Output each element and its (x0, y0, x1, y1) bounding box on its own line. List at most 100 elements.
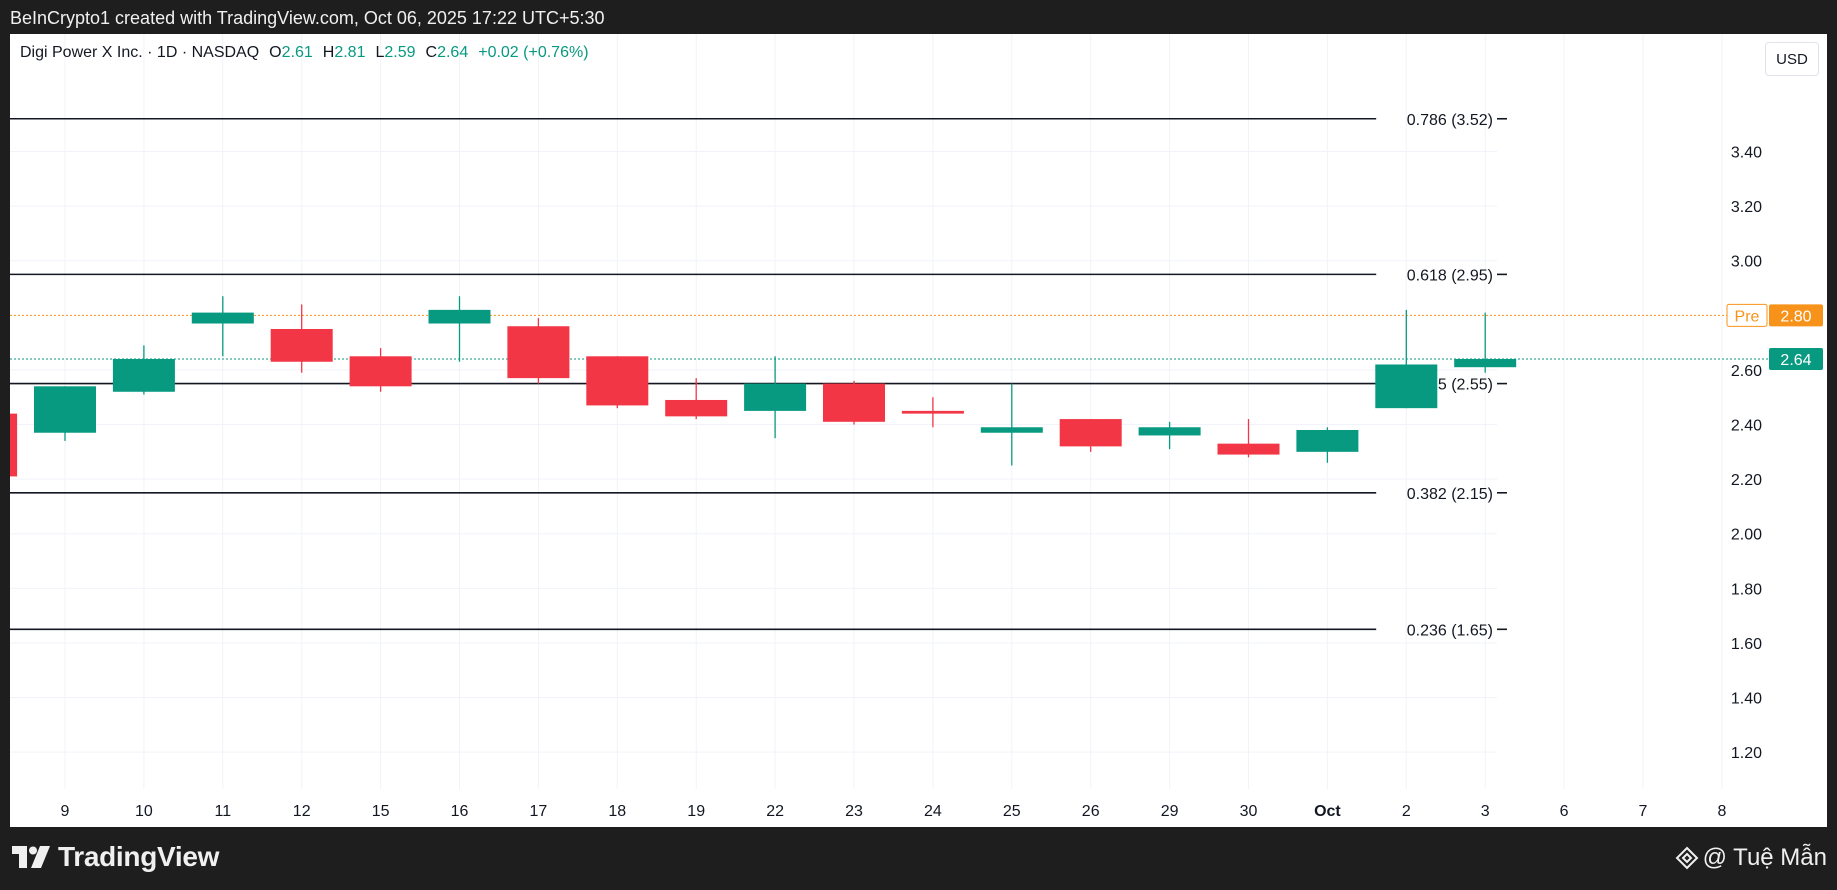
symbol-title: Digi Power X Inc. · 1D · NASDAQ (20, 44, 260, 61)
x-tick-label: 7 (1639, 803, 1648, 820)
binance-diamond-icon (1675, 846, 1698, 870)
candle (1296, 427, 1359, 463)
x-tick-label: 12 (293, 803, 311, 820)
candle-body (507, 326, 570, 379)
candle-body (1296, 430, 1359, 452)
candle (349, 348, 412, 392)
x-axis: 9 10 11 12 15 16 17 18 19 22 23 24 25 26 29 30 Oct 2 3 6 7 8 (61, 803, 1727, 820)
candle-body (270, 328, 333, 362)
candle-body (823, 383, 885, 422)
x-tick-label: 26 (1082, 803, 1100, 820)
fib-label: 0.786 (3.52) (1407, 112, 1493, 129)
candle-body (34, 386, 96, 433)
candle (744, 356, 807, 439)
candle (901, 397, 964, 428)
x-tick-label: 15 (372, 803, 390, 820)
price-chart[interactable]: 1.20 1.40 1.60 1.80 2.00 2.20 2.40 2.60 3.00 3.20… (10, 34, 1827, 827)
open-value: 2.61 (281, 44, 313, 61)
candle-body (112, 359, 175, 392)
chart-panel[interactable]: 1.20 1.40 1.60 1.80 2.00 2.20 2.40 2.60 3.00 3.20… (10, 34, 1827, 827)
candle-body (1138, 427, 1201, 436)
x-tick-label: 22 (766, 803, 784, 820)
y-axis: 1.20 1.40 1.60 1.80 2.00 2.20 2.40 2.60 3.00 3.20… (1731, 145, 1762, 763)
x-tick-label: 23 (845, 803, 863, 820)
candle-body (1454, 359, 1517, 368)
candle-body (1059, 419, 1122, 447)
candle-body (980, 427, 1043, 433)
candle (270, 304, 333, 373)
y-tick-label: 1.60 (1731, 636, 1762, 653)
x-tick-label: 11 (214, 803, 231, 820)
close-value: 2.64 (437, 44, 469, 61)
y-tick-label: 2.20 (1731, 472, 1762, 489)
y-tick-label: 2.00 (1731, 527, 1762, 544)
fib-label: 0.382 (2.15) (1407, 486, 1493, 503)
author-watermark: @ Tuệ Mẫn (1675, 844, 1827, 872)
grid-lines (10, 34, 1723, 789)
candle (1454, 312, 1517, 373)
x-tick-label: 2 (1402, 803, 1411, 820)
x-tick-label: 3 (1481, 803, 1490, 820)
top-bar: BeInCrypto1 created with TradingView.com… (0, 0, 1837, 34)
y-tick-label: 3.40 (1731, 145, 1762, 162)
candle (665, 378, 728, 420)
candle-body (428, 309, 491, 324)
candle (823, 380, 885, 425)
last-price-label: 2.64 (1780, 352, 1811, 369)
last-price-box (1769, 348, 1823, 371)
premarket-label-box (1726, 303, 1768, 327)
credit-text: BeInCrypto1 created with TradingView.com… (10, 8, 605, 28)
candle (1217, 419, 1280, 458)
y-tick-label: 3.20 (1731, 199, 1762, 216)
x-tick-label: 9 (61, 803, 70, 820)
fib-label: 0.618 (2.95) (1407, 267, 1493, 284)
candles (10, 296, 1517, 477)
x-tick-label: 19 (687, 803, 705, 820)
y-tick-label: 1.80 (1731, 581, 1762, 598)
x-tick-label: 24 (924, 803, 942, 820)
change-value: +0.02 (+0.76%) (478, 44, 589, 61)
candle-body (10, 413, 18, 477)
open-label: O (269, 44, 282, 61)
candle-body (191, 312, 254, 324)
candle (428, 296, 491, 362)
candle-body (901, 410, 964, 414)
x-tick-label: 8 (1717, 803, 1726, 820)
candle (34, 386, 96, 441)
symbol-legend: Digi Power X Inc. · 1D · NASDAQ O2.61 H2.8… (20, 44, 589, 62)
bottom-bar: TradingView @ Tuệ Mẫn (0, 827, 1837, 890)
tradingview-logo[interactable]: TradingView (12, 841, 219, 873)
y-tick-label: 2.60 (1731, 363, 1762, 380)
candle (1138, 421, 1201, 450)
fib-label: 0.236 (1.65) (1407, 622, 1493, 639)
x-tick-label: 29 (1161, 803, 1179, 820)
x-tick-label: Oct (1314, 803, 1341, 820)
high-value: 2.81 (334, 44, 366, 61)
y-tick-label: 3.00 (1731, 254, 1762, 271)
fib-label: 0.5 (2.55) (1425, 377, 1493, 394)
candle (507, 318, 570, 384)
tradingview-logo-icon (12, 846, 50, 868)
candle-body (665, 399, 728, 417)
y-tick-label: 1.40 (1731, 691, 1762, 708)
premarket-price-box (1769, 304, 1823, 327)
low-value: 2.59 (384, 44, 416, 61)
fib-levels: 0.786 (3.52) 0.618 (2.95) 0.5 (2.55) 0.382 … (10, 112, 1507, 639)
y-tick-label: 2.40 (1731, 418, 1762, 435)
candle (112, 345, 175, 395)
high-label: H (322, 44, 335, 61)
premarket-price-label: 2.80 (1780, 308, 1811, 325)
low-label: L (375, 44, 385, 61)
close-label: C (425, 44, 438, 61)
x-tick-label: 10 (135, 803, 153, 820)
watermark-text: @ Tuệ Mẫn (1702, 844, 1827, 871)
candle (1059, 419, 1122, 452)
x-tick-label: 30 (1240, 803, 1258, 820)
candle (191, 296, 254, 357)
currency-button[interactable]: USD (1765, 42, 1819, 76)
x-tick-label: 18 (608, 803, 626, 820)
candle (1375, 309, 1438, 409)
candle-body (1217, 443, 1280, 455)
candle (10, 413, 18, 477)
x-tick-label: 17 (530, 803, 548, 820)
